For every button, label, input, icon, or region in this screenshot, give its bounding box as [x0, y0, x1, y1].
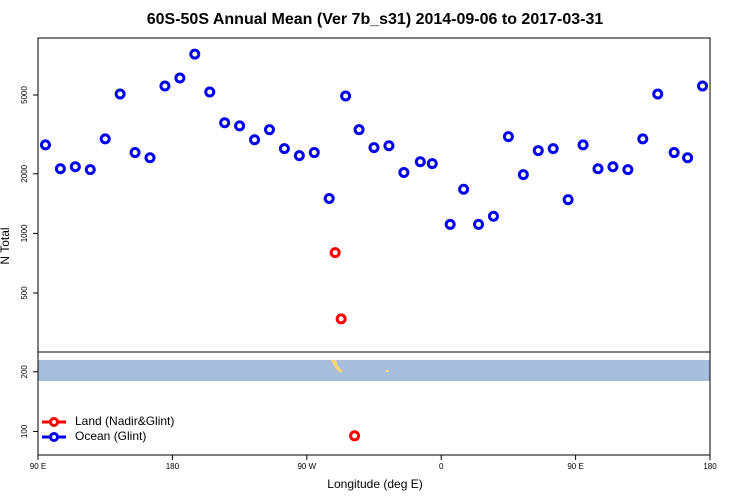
y-tick-label: 100: [20, 424, 29, 438]
data-point: [69, 161, 81, 173]
data-point: [189, 48, 201, 60]
data-point: [622, 164, 634, 176]
y-tick-label: 2000: [20, 164, 29, 182]
data-point: [293, 150, 305, 162]
data-point: [114, 88, 126, 100]
data-point: [487, 210, 499, 222]
data-point: [219, 117, 231, 129]
data-point: [562, 194, 574, 206]
data-point: [329, 247, 341, 259]
data-point: [335, 313, 347, 325]
data-point: [532, 145, 544, 157]
chart-title: 60S-50S Annual Mean (Ver 7b_s31) 2014-09…: [147, 11, 604, 28]
data-point: [84, 164, 96, 176]
y-tick-label: 1000: [20, 224, 29, 242]
data-point: [323, 193, 335, 205]
data-point: [263, 124, 275, 136]
x-tick-label: 180: [166, 462, 180, 471]
data-point: [517, 169, 529, 181]
x-axis-label: Longitude (deg E): [327, 477, 422, 491]
data-point: [308, 147, 320, 159]
legend-marker: [49, 417, 59, 427]
data-point: [652, 88, 664, 100]
x-tick-label: 0: [439, 462, 444, 471]
legend-label: Land (Nadir&Glint): [75, 414, 174, 428]
data-point: [473, 218, 485, 230]
x-tick-label: 180: [703, 462, 717, 471]
data-point: [414, 156, 426, 168]
data-point: [697, 80, 709, 92]
y-tick-label: 500: [20, 286, 29, 300]
data-point: [39, 139, 51, 151]
data-point: [234, 120, 246, 132]
y-axis-label: N Total: [0, 227, 12, 264]
data-point: [368, 142, 380, 154]
legend-label: Ocean (Glint): [75, 429, 146, 443]
data-point: [668, 147, 680, 159]
data-point: [426, 158, 438, 170]
data-point: [99, 133, 111, 145]
data-point: [204, 86, 216, 98]
data-point: [129, 147, 141, 159]
data-point: [682, 152, 694, 164]
y-tick-label: 5000: [20, 86, 29, 104]
y-tick-label: 200: [20, 365, 29, 379]
data-point: [547, 143, 559, 155]
plot-frame: [37, 37, 711, 456]
data-point: [144, 152, 156, 164]
data-point: [502, 131, 514, 143]
data-point: [278, 143, 290, 155]
map-strip: [38, 360, 710, 381]
data-point: [444, 218, 456, 230]
data-point: [458, 183, 470, 195]
x-tick-label: 90 E: [567, 462, 583, 471]
data-point: [607, 161, 619, 173]
data-point: [159, 80, 171, 92]
data-point: [383, 140, 395, 152]
data-point: [398, 167, 410, 179]
data-point: [577, 139, 589, 151]
data-point: [592, 163, 604, 175]
legend-marker: [49, 432, 59, 442]
data-point: [340, 90, 352, 102]
data-point: [637, 133, 649, 145]
data-point: [174, 72, 186, 84]
data-point: [249, 134, 261, 146]
x-tick-label: 90 E: [30, 462, 46, 471]
map-land: [331, 360, 343, 373]
map-land: [386, 370, 389, 372]
data-point: [54, 163, 66, 175]
x-tick-label: 90 W: [297, 462, 316, 471]
data-point: [353, 124, 365, 136]
data-point: [349, 430, 361, 442]
